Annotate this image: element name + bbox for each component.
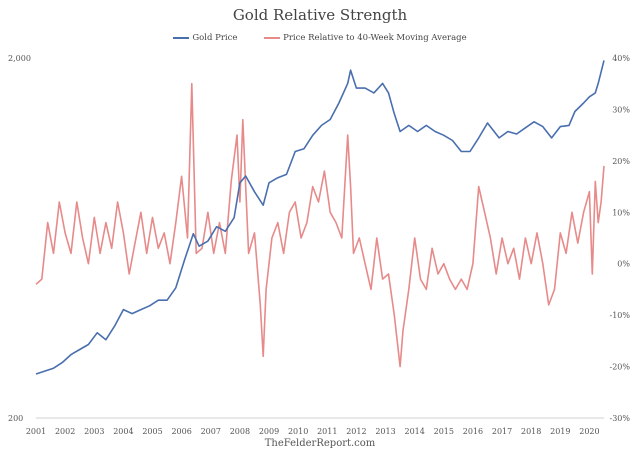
x-tick-label: 2016 [463, 427, 483, 436]
x-tick-label: 2014 [404, 427, 424, 436]
x-tick-label: 2013 [375, 427, 395, 436]
legend-swatch-gold-price [173, 36, 190, 39]
x-tick-label: 2010 [288, 427, 308, 436]
right-axis-tick-label: 0% [617, 260, 630, 269]
series-line-gold-price [35, 60, 605, 375]
legend-label-price-relative: Price Relative to 40-Week Moving Average [283, 33, 467, 43]
x-tick-label: 2006 [171, 427, 191, 436]
left-axis-tick-label: 2,000 [8, 54, 31, 63]
x-tick-label: 2015 [434, 427, 454, 436]
x-tick-label: 2003 [84, 427, 104, 436]
right-axis-tick-label: 30% [612, 105, 630, 114]
legend-item-gold-price: Gold Price [173, 33, 237, 43]
series-line-price-relative [35, 82, 605, 368]
legend-swatch-price-relative [264, 36, 281, 39]
x-tick-label: 2011 [317, 427, 337, 436]
x-tick-label: 2017 [492, 427, 512, 436]
x-tick-label: 2004 [113, 427, 133, 436]
x-tick-label: 2018 [521, 427, 541, 436]
footer-source: TheFelderReport.com [264, 438, 376, 449]
legend-label-gold-price: Gold Price [192, 33, 238, 43]
x-tick-label: 2005 [142, 427, 162, 436]
right-axis-tick-label: 40% [612, 54, 630, 63]
right-axis-tick-label: -20% [610, 363, 631, 372]
x-tick-label: 2007 [201, 427, 221, 436]
x-tick-label: 2009 [259, 427, 279, 436]
x-tick-label: 2001 [26, 427, 46, 436]
left-axis-tick-label: 200 [8, 414, 23, 423]
x-tick-label: 2019 [550, 427, 570, 436]
right-axis-tick-label: 20% [612, 157, 630, 166]
x-tick-label: 2002 [55, 427, 75, 436]
x-tick-label: 2020 [579, 427, 599, 436]
right-axis-tick-label: -30% [610, 414, 631, 423]
chart-title: Gold Relative Strength [232, 6, 408, 24]
right-axis-tick-label: 10% [612, 208, 630, 217]
legend: Gold Price Price Relative to 40-Week Mov… [0, 33, 640, 43]
x-tick-label: 2008 [230, 427, 250, 436]
legend-item-price-relative: Price Relative to 40-Week Moving Average [264, 33, 467, 43]
right-axis-tick-label: -10% [610, 311, 631, 320]
x-tick-label: 2012 [346, 427, 366, 436]
